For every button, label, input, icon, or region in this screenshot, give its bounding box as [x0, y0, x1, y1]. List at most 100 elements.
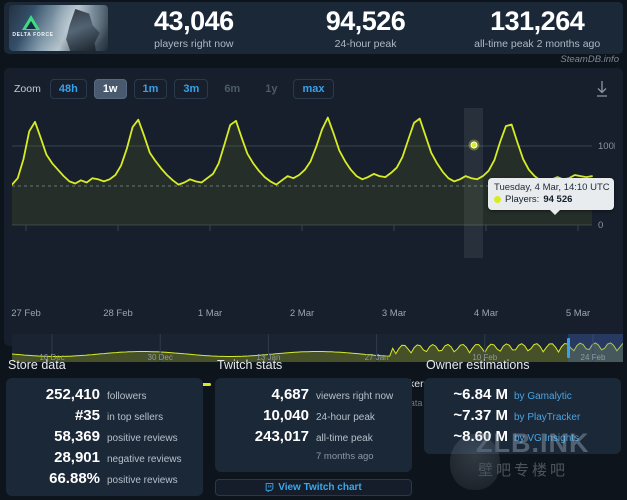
- row-label[interactable]: by VG Insights: [514, 433, 580, 444]
- row-label: positive reviews: [107, 475, 178, 486]
- row-label: viewers right now: [316, 391, 394, 402]
- zoom-button-3m[interactable]: 3m: [174, 79, 209, 99]
- row-label: followers: [107, 391, 147, 402]
- row-value: 252,410: [45, 386, 100, 403]
- x-tick-label: 27 Feb: [11, 308, 41, 319]
- stat-players-right-now: 43,046 players right now: [108, 6, 280, 50]
- row-value: ~7.37 M: [453, 407, 508, 424]
- row-value: ~8.60 M: [453, 428, 508, 445]
- highlight-point: [470, 141, 478, 149]
- zoom-button-48h[interactable]: 48h: [49, 79, 87, 99]
- navigator-tick-label: 30 Dec: [147, 353, 173, 362]
- zoom-button-1m[interactable]: 1m: [133, 79, 168, 99]
- twitch-row-all-time-peak: 243,017 all-time peak: [223, 428, 404, 445]
- chart-navigator[interactable]: 16 Dec 30 Dec 13 Jan 27 Jan 10 Feb 24 Feb: [11, 334, 626, 362]
- store-data-title: Store data: [8, 358, 66, 372]
- owner-row-gamalytic: ~6.84 M by Gamalytic: [432, 386, 613, 403]
- stat-24-hour-peak: 94,526 24-hour peak: [280, 6, 452, 50]
- x-tick-label: 2 Mar: [289, 308, 315, 319]
- x-tick-label: 5 Mar: [565, 308, 591, 319]
- delta-force-logo-icon: [22, 15, 40, 30]
- bottom-panels: Store data 252,410 followers #35 in top …: [0, 358, 627, 500]
- navigator-tick-label: 27 Jan: [364, 353, 389, 362]
- row-label[interactable]: by PlayTracker: [514, 412, 581, 423]
- header-stats-bar: DELTA FORCE 43,046 players right now 94,…: [4, 2, 623, 54]
- zoom-button-6m: 6m: [224, 83, 241, 95]
- stat-label: 24-hour peak: [334, 38, 397, 50]
- players-line: [12, 116, 593, 186]
- tooltip-series-label: Players:: [505, 194, 540, 205]
- navigator-handle-left: [567, 338, 570, 358]
- zoom-button-1y: 1y: [265, 83, 278, 95]
- twitch-all-time-peak-note: 0 7 months ago: [223, 446, 404, 463]
- navigator-selection: [568, 334, 626, 362]
- tooltip-series-dot: [494, 196, 501, 203]
- store-row-top-sellers: #35 in top sellers: [14, 407, 195, 424]
- owner-estimations-panel: Owner estimations ~6.84 M by Gamalytic ~…: [418, 358, 627, 500]
- x-axis-labels: 27 Feb 28 Feb 1 Mar 2 Mar 3 Mar 4 Mar 5 Mar: [11, 308, 615, 322]
- x-tick-label: 4 Mar: [473, 308, 499, 319]
- row-value: 58,369: [54, 428, 100, 445]
- twitch-stats-panel: Twitch stats 4,687 viewers right now 10,…: [209, 358, 418, 500]
- y-tick-100k: 100k: [598, 141, 615, 152]
- steamdb-brandmark: SteamDB.info: [560, 54, 619, 65]
- x-tick-label: 3 Mar: [381, 308, 407, 319]
- row-label: negative reviews: [107, 454, 182, 465]
- x-tick-label: 28 Feb: [103, 308, 133, 319]
- stat-label: all-time peak 2 months ago: [474, 38, 601, 50]
- store-row-followers: 252,410 followers: [14, 386, 195, 403]
- players-area: [12, 117, 592, 225]
- store-data-panel: Store data 252,410 followers #35 in top …: [0, 358, 209, 500]
- row-value: 66.88%: [49, 470, 100, 487]
- row-value: ~6.84 M: [453, 386, 508, 403]
- navigator-svg[interactable]: [11, 334, 626, 362]
- twitch-row-viewers-now: 4,687 viewers right now: [223, 386, 404, 403]
- hover-band: [464, 108, 483, 258]
- owner-row-vg-insights: ~8.60 M by VG Insights: [432, 428, 613, 445]
- store-row-positive-percent: 66.88% positive reviews: [14, 470, 195, 487]
- tooltip-value: 94 526: [543, 194, 573, 205]
- stat-value: 43,046: [154, 6, 234, 36]
- y-tick-0: 0: [598, 220, 603, 231]
- store-data-box: 252,410 followers #35 in top sellers 58,…: [6, 378, 203, 496]
- zoom-button-max[interactable]: max: [293, 79, 334, 99]
- zoom-range-selector: Zoom 48h 1w 1m 3m 6m 1y max: [14, 79, 334, 99]
- twitch-stats-box: 4,687 viewers right now 10,040 24-hour p…: [215, 378, 412, 472]
- owner-estimations-box: ~6.84 M by Gamalytic ~7.37 M by PlayTrac…: [424, 378, 621, 454]
- navigator-tick-lines: [51, 334, 594, 362]
- store-row-positive-reviews: 58,369 positive reviews: [14, 428, 195, 445]
- row-label[interactable]: by Gamalytic: [514, 391, 572, 402]
- row-note: 7 months ago: [316, 451, 374, 462]
- navigator-line: [11, 342, 624, 357]
- row-value: 243,017: [254, 428, 309, 445]
- navigator-tick-label: 10 Feb: [472, 353, 498, 362]
- twitch-button-label: View Twitch chart: [278, 482, 362, 493]
- download-icon[interactable]: [595, 80, 609, 98]
- store-row-negative-reviews: 28,901 negative reviews: [14, 449, 195, 466]
- chart-tooltip: Tuesday, 4 Mar, 14:10 UTC Players: 94 52…: [488, 178, 614, 215]
- row-label: positive reviews: [107, 433, 178, 444]
- stat-label: players right now: [154, 38, 234, 50]
- row-label: all-time peak: [316, 433, 373, 444]
- stat-value: 131,264: [490, 6, 585, 36]
- players-chart-card: Zoom 48h 1w 1m 3m 6m 1y max: [4, 68, 626, 408]
- row-value: 4,687: [271, 386, 309, 403]
- zoom-button-1w[interactable]: 1w: [93, 79, 127, 99]
- row-label: in top sellers: [107, 412, 164, 423]
- row-value: 28,901: [54, 449, 100, 466]
- owner-row-playtracker: ~7.37 M by PlayTracker: [432, 407, 613, 424]
- twitch-row-24-hour-peak: 10,040 24-hour peak: [223, 407, 404, 424]
- capsule-logo-text: DELTA FORCE: [12, 32, 54, 38]
- view-twitch-chart-button[interactable]: View Twitch chart: [215, 479, 412, 496]
- tooltip-date: Tuesday, 4 Mar, 14:10 UTC: [494, 182, 610, 193]
- game-capsule-image[interactable]: DELTA FORCE: [9, 5, 108, 51]
- stat-all-time-peak: 131,264 all-time peak 2 months ago: [451, 6, 623, 50]
- row-value: 10,040: [263, 407, 309, 424]
- twitch-stats-title: Twitch stats: [217, 358, 283, 372]
- x-tick-marks: [25, 225, 579, 231]
- navigator-area: [12, 342, 623, 362]
- navigator-tick-label: 24 Feb: [580, 353, 606, 362]
- navigator-tick-label: 16 Dec: [39, 353, 65, 362]
- tooltip-arrow: [550, 210, 560, 215]
